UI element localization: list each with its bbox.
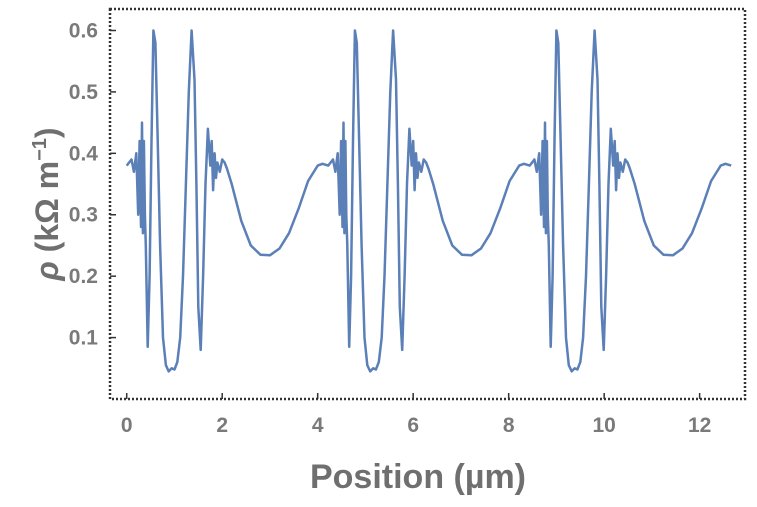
- x-tick-label: 0: [121, 414, 133, 437]
- x-tick-label: 10: [592, 414, 615, 437]
- y-tick-label: 0.3: [69, 204, 98, 227]
- y-axis-unit: (kΩ m: [29, 161, 65, 261]
- y-tick-label: 0.6: [69, 19, 98, 42]
- y-tick-label: 0.1: [69, 327, 99, 350]
- y-axis-label: ρ (kΩ m−1): [29, 127, 65, 281]
- x-tick-label: 8: [503, 414, 515, 437]
- x-axis-ticks: 0 2 4 6 8 10 12: [121, 393, 711, 437]
- y-tick-label: 0.4: [69, 142, 99, 165]
- x-tick-label: 4: [312, 414, 324, 437]
- plot-frame: [108, 7, 747, 401]
- x-axis-label: Position (µm): [310, 458, 526, 496]
- y-tick-label: 0.2: [69, 265, 98, 288]
- x-tick-label: 6: [407, 414, 419, 437]
- y-axis-exponent: −1: [29, 138, 51, 161]
- y-tick-label: 0.5: [69, 81, 99, 104]
- x-tick-label: 12: [688, 414, 711, 437]
- series-line: [125, 29, 732, 373]
- x-tick-label: 2: [216, 414, 228, 437]
- y-axis-symbol: ρ: [29, 261, 65, 281]
- y-axis-unit-close: ): [29, 127, 65, 138]
- y-axis-ticks: 0.1 0.2 0.3 0.4 0.5 0.6: [69, 19, 116, 350]
